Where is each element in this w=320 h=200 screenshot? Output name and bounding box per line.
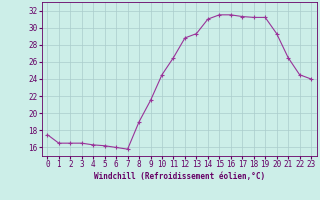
X-axis label: Windchill (Refroidissement éolien,°C): Windchill (Refroidissement éolien,°C)	[94, 172, 265, 181]
